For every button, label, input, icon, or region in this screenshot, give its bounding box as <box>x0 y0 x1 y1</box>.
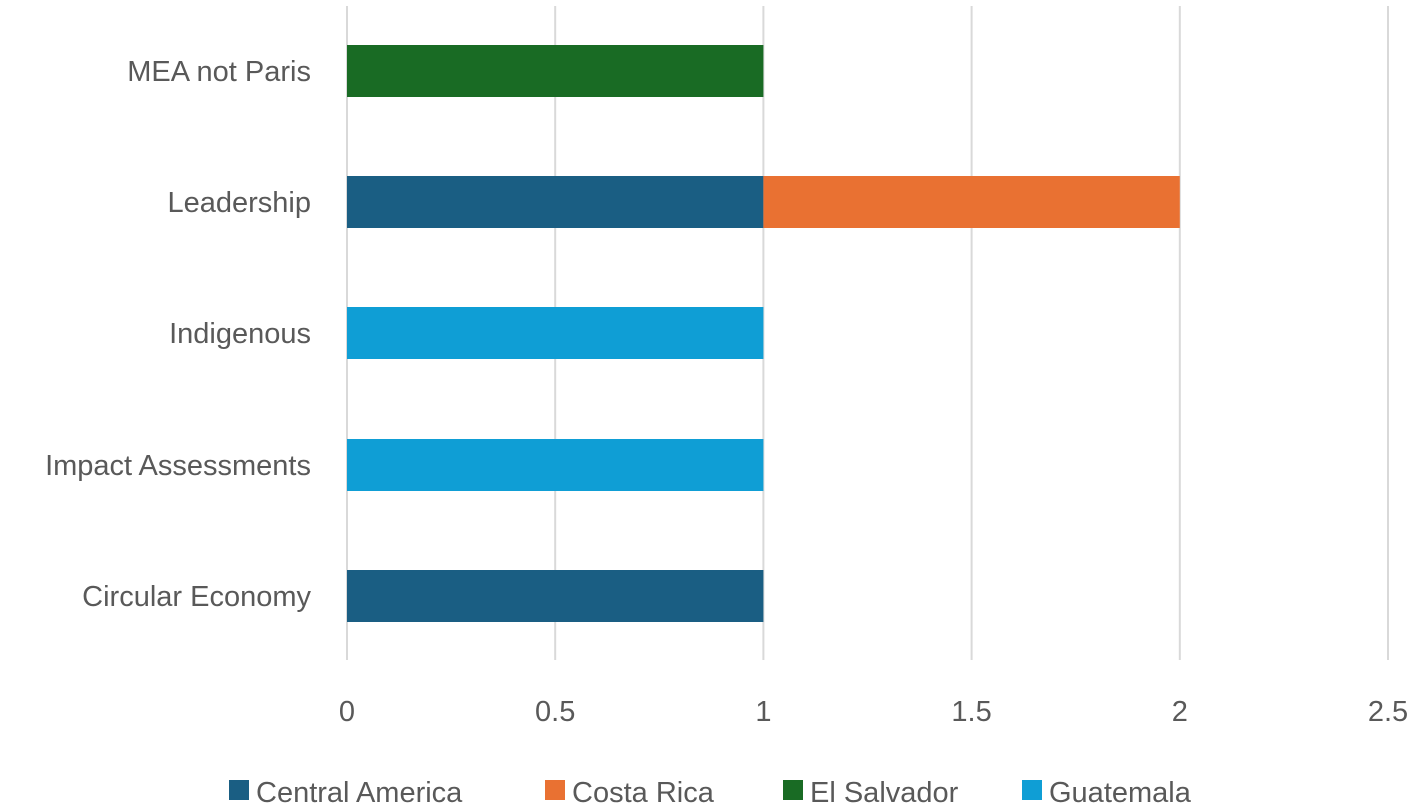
bar-indigenous-guatemala <box>347 307 764 359</box>
legend-swatch <box>783 780 803 800</box>
category-labels: Circular Economy Impact Assessments Indige… <box>45 56 311 613</box>
x-tick-label: 2 <box>1172 696 1188 728</box>
x-tick-label: 0 <box>339 696 355 728</box>
legend-item-guatemala: Guatemala <box>1022 777 1192 809</box>
legend-label: Costa Rica <box>572 777 715 809</box>
legend-item-el-salvador: El Salvador <box>783 777 959 809</box>
x-tick-label: 1 <box>755 696 771 728</box>
x-tick-label: 0.5 <box>535 696 575 728</box>
bar-leadership-central-america <box>347 176 764 228</box>
legend-swatch <box>1022 780 1042 800</box>
legend-label: El Salvador <box>810 777 959 809</box>
x-tick-label: 2.5 <box>1368 696 1408 728</box>
category-label: Impact Assessments <box>45 450 311 482</box>
legend: Central America Costa Rica El Salvador Guat… <box>229 777 1192 809</box>
legend-item-costa-rica: Costa Rica <box>545 777 715 809</box>
category-label: MEA not Paris <box>127 56 311 88</box>
legend-swatch <box>229 780 249 800</box>
x-tick-label: 1.5 <box>951 696 991 728</box>
category-label: Circular Economy <box>82 581 311 613</box>
legend-label: Guatemala <box>1049 777 1192 809</box>
bar-leadership-costa-rica <box>763 176 1180 228</box>
category-label: Leadership <box>168 187 312 219</box>
legend-item-central-america: Central America <box>229 777 463 809</box>
category-label: Indigenous <box>169 318 311 350</box>
legend-label: Central America <box>256 777 463 809</box>
bar-impact-assessments-guatemala <box>347 439 764 491</box>
bars <box>347 45 1180 622</box>
bar-mea-not-paris-el-salvador <box>347 45 764 97</box>
legend-swatch <box>545 780 565 800</box>
x-tick-labels: 0 0.5 1 1.5 2 2.5 <box>339 696 1408 728</box>
bar-circular-economy-central-america <box>347 570 764 622</box>
